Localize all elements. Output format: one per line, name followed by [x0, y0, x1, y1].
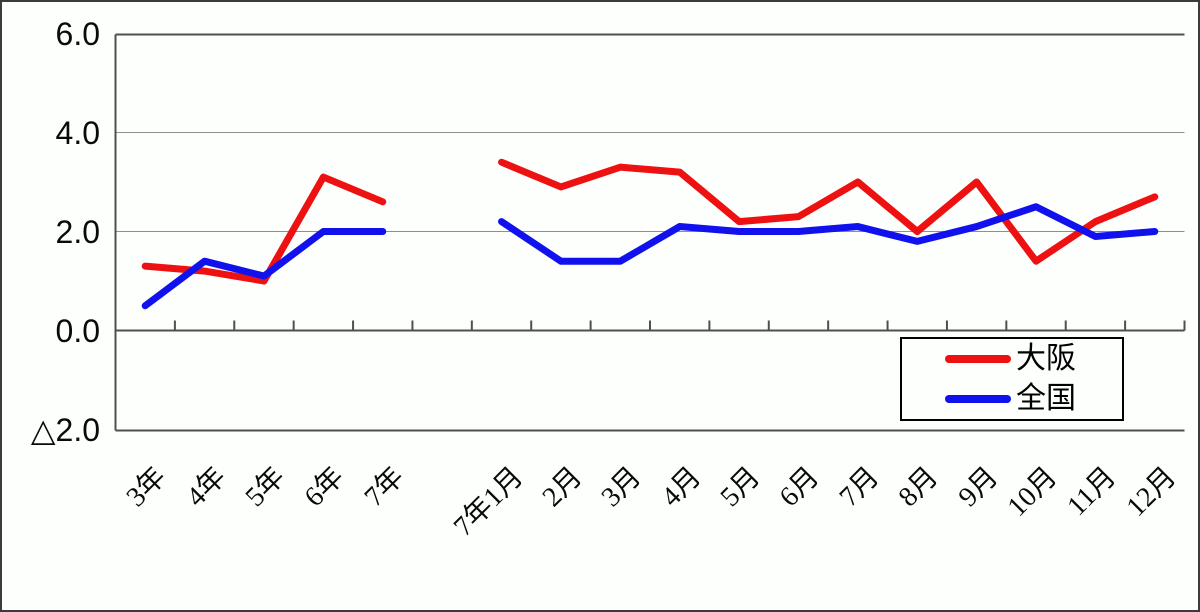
y-axis-label: 6.0	[55, 15, 100, 52]
y-axis-label: 2.0	[55, 213, 100, 250]
legend-label-national: 全国	[1016, 382, 1076, 415]
series-line-osaka	[498, 158, 1159, 265]
legend-line-sample-osaka	[945, 355, 1011, 363]
y-axis-label: 0.0	[55, 312, 100, 349]
series-line-national	[498, 203, 1159, 265]
y-axis-label: △2.0	[30, 411, 100, 448]
legend-line-sample-national	[945, 395, 1011, 403]
series-line-osaka	[141, 173, 387, 285]
y-axis-label: 4.0	[55, 114, 100, 151]
legend-label-osaka: 大阪	[1016, 342, 1076, 375]
legend-item-national: 全国	[902, 379, 1122, 419]
series-line-national	[141, 228, 387, 310]
legend-item-osaka: 大阪	[902, 339, 1122, 379]
legend: 大阪 全国	[900, 337, 1124, 421]
